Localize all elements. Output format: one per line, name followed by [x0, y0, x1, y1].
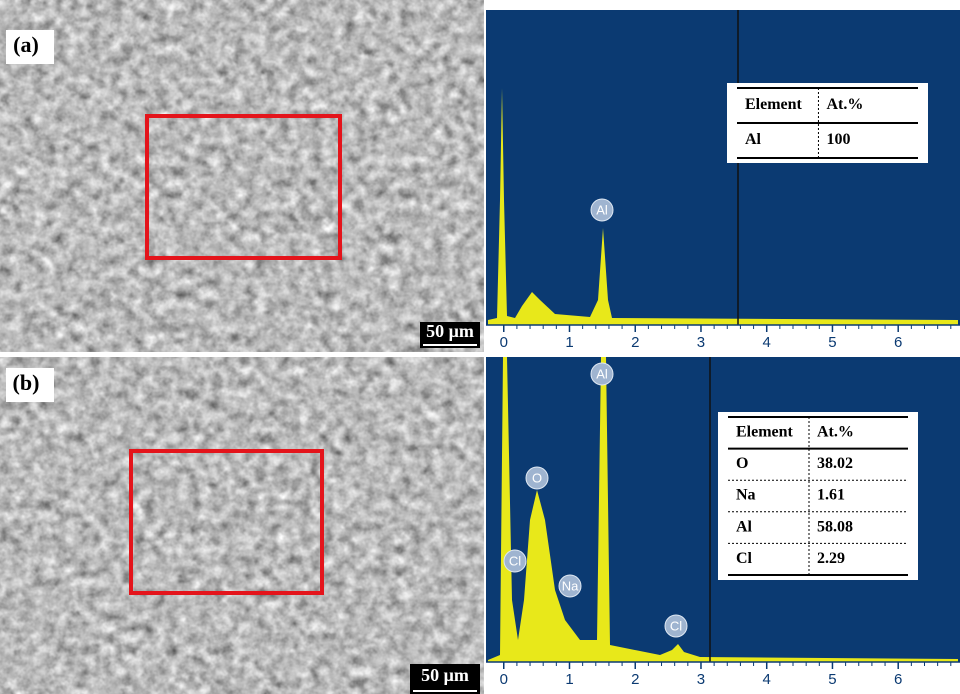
table-cell: Element [745, 96, 803, 113]
peak-label: Al [596, 366, 608, 381]
sem-image [0, 357, 484, 694]
table-cell: At.% [817, 423, 854, 440]
scale-label: 50 μm [421, 665, 469, 685]
x-tick-label: 1 [565, 671, 573, 688]
x-tick-label: 2 [631, 334, 639, 351]
spectrum-bg [486, 10, 960, 325]
table-cell: At.% [826, 96, 863, 113]
x-tick-label: 4 [763, 671, 771, 688]
peak-label: Na [562, 578, 579, 593]
table-cell: 100 [826, 131, 850, 148]
peak-label: Cl [509, 553, 521, 568]
x-tick-label: 0 [500, 334, 508, 351]
x-tick-label: 5 [828, 671, 836, 688]
table-cell: 1.61 [817, 487, 845, 504]
table-cell: Na [736, 487, 756, 504]
peak-label: Cl [670, 618, 682, 633]
table-cell: Al [745, 131, 762, 148]
x-tick-label: 6 [894, 334, 902, 351]
figure: (a) 50 μm 0 1 2 3 4 5 6 Al Element At.% Al 100 (b) 50 μ… [0, 0, 960, 694]
table-cell: O [736, 455, 748, 472]
x-tick-label: 1 [565, 334, 573, 351]
panel-label: (a) [13, 32, 39, 57]
scale-label: 50 μm [426, 321, 474, 341]
table-cell: Al [736, 518, 753, 535]
peak-label: O [532, 470, 542, 485]
x-tick-label: 4 [763, 334, 771, 351]
peak-label: Al [596, 202, 608, 217]
table-cell: 58.08 [817, 518, 853, 535]
x-tick-label: 6 [894, 671, 902, 688]
x-tick-label: 5 [828, 334, 836, 351]
x-tick-label: 0 [500, 671, 508, 688]
table-cell: 38.02 [817, 455, 853, 472]
table-cell: 2.29 [817, 550, 845, 567]
x-tick-label: 3 [697, 334, 705, 351]
table-cell: Element [736, 423, 794, 440]
x-tick-label: 2 [631, 671, 639, 688]
sem-image [0, 0, 484, 352]
table-cell: Cl [736, 550, 753, 567]
x-tick-label: 3 [697, 671, 705, 688]
panel-label: (b) [13, 370, 40, 395]
